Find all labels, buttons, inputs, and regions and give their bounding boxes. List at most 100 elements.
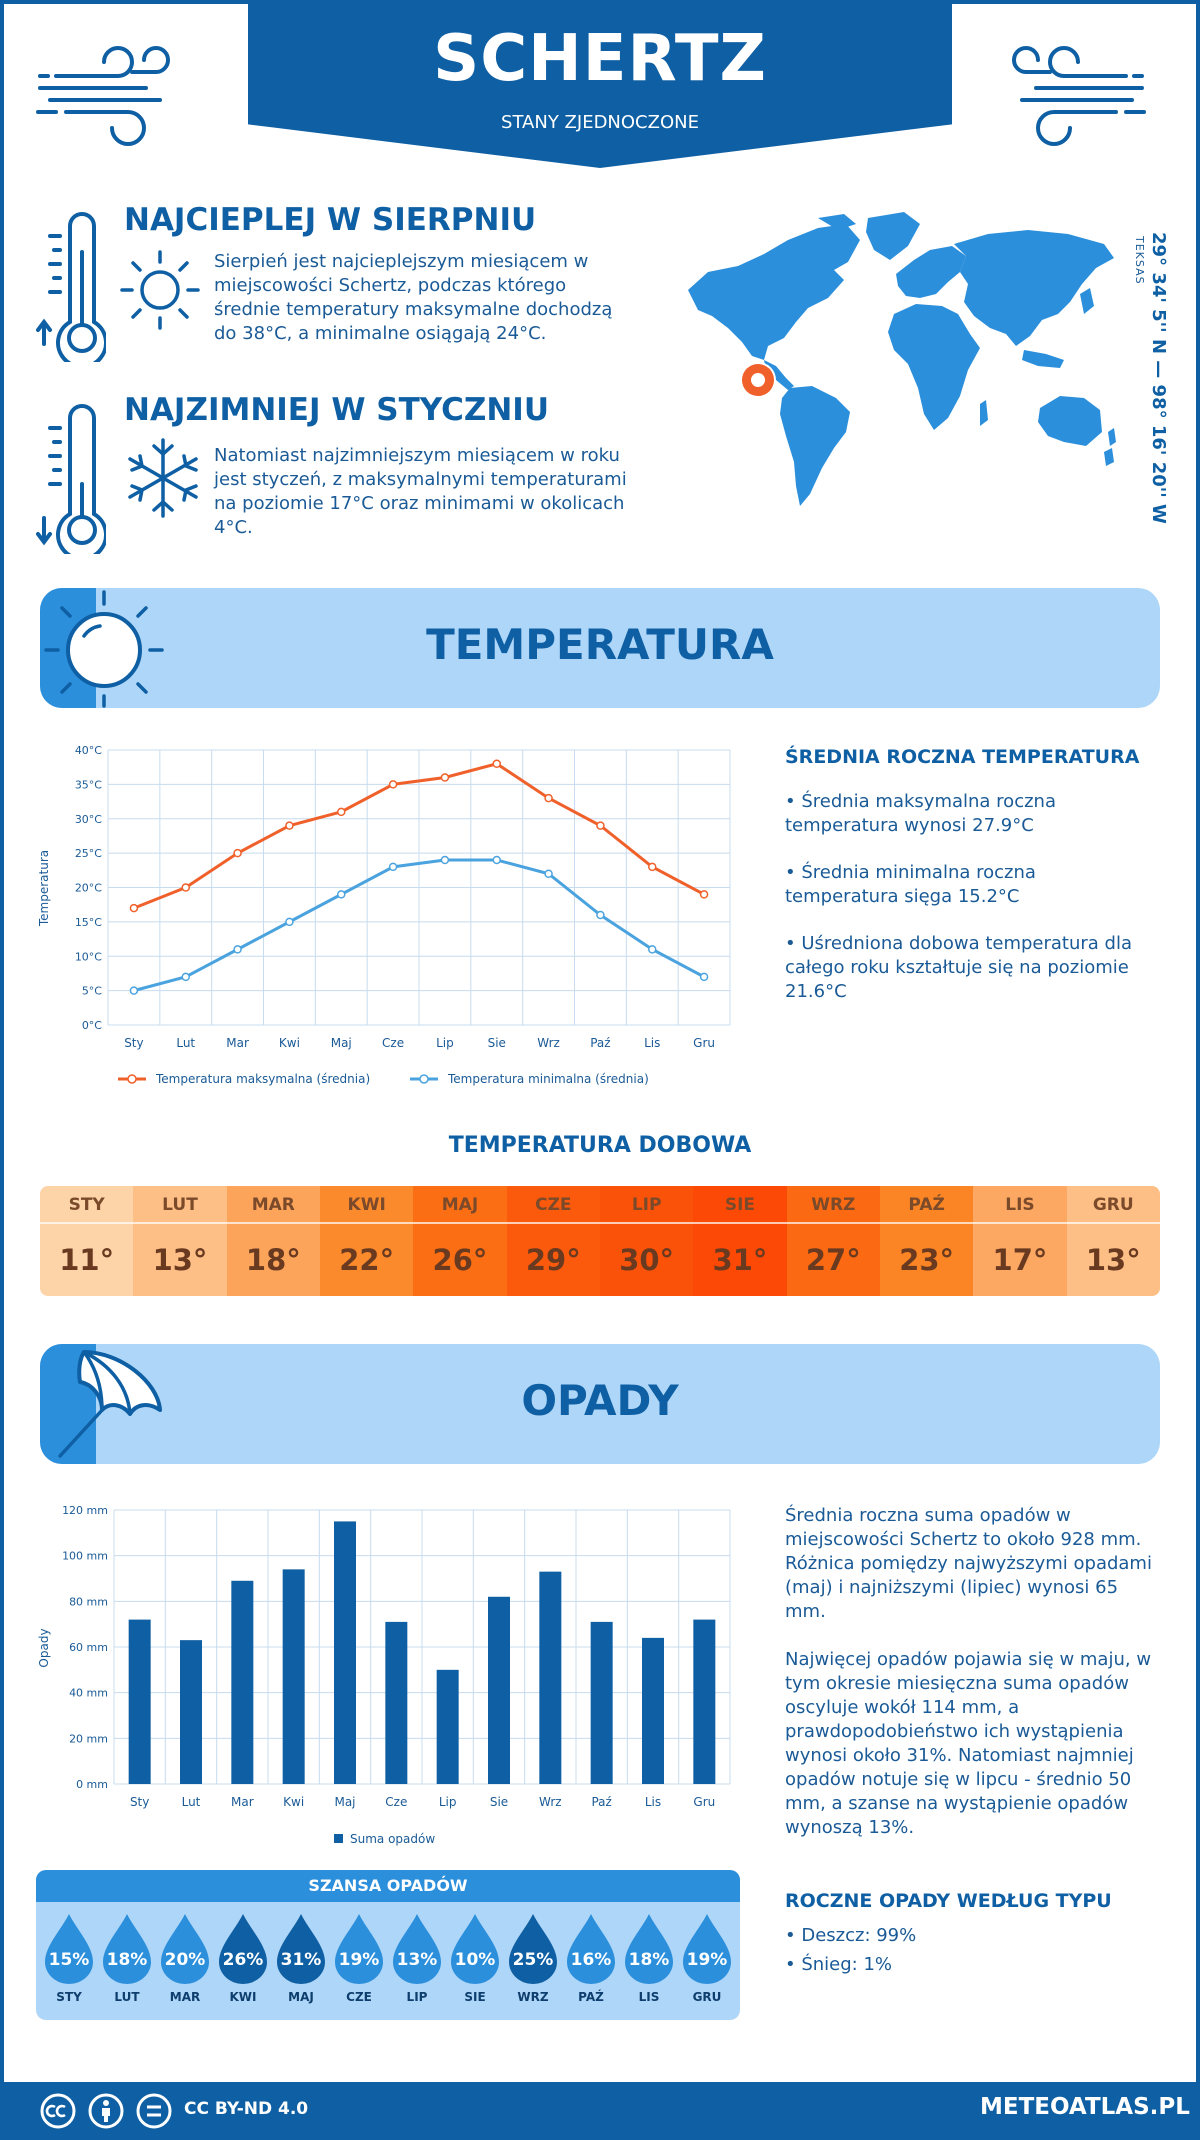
chance-value: 20% bbox=[164, 1950, 206, 1970]
daily-temperature-cell: STY 11° bbox=[40, 1186, 134, 1296]
precipitation-x-tick: Cze bbox=[385, 1795, 407, 1809]
precipitation-y-tick: 60 mm bbox=[69, 1641, 108, 1654]
temperature-x-tick: Sie bbox=[488, 1036, 506, 1050]
temperature-y-tick: 35°C bbox=[75, 778, 102, 791]
chance-month: MAJ bbox=[288, 1990, 314, 2004]
precipitation-x-tick: Maj bbox=[334, 1795, 355, 1809]
precipitation-sidebar-text: Najwięcej opadów pojawia się w maju, w t… bbox=[785, 1649, 1152, 1838]
precipitation-sidebar-text: Średnia roczna suma opadów w miejscowośc… bbox=[785, 1505, 1152, 1622]
daily-temperature-value: 18° bbox=[245, 1243, 301, 1277]
temperature-point bbox=[285, 917, 294, 927]
temperature-y-tick: 0°C bbox=[82, 1019, 102, 1032]
wind-icon-left bbox=[36, 46, 170, 146]
precipitation-y-tick: 100 mm bbox=[62, 1550, 108, 1563]
chance-value: 15% bbox=[48, 1950, 90, 1970]
precipitation-x-tick: Lut bbox=[182, 1795, 201, 1809]
precipitation-chart: 0 mm 20 mm 40 mm 60 mm 80 mm 100 mm 120 mm Sty… bbox=[37, 1504, 731, 1846]
precipitation-title: OPADY bbox=[521, 1376, 679, 1425]
precipitation-type-snow: • Śnieg: 1% bbox=[785, 1954, 893, 1975]
daily-temperature-cell: LIS 17° bbox=[973, 1186, 1067, 1296]
precipitation-banner bbox=[40, 1344, 1160, 1464]
daily-temperature-cell: LIP 30° bbox=[599, 1186, 694, 1296]
precipitation-y-tick: 80 mm bbox=[69, 1595, 108, 1608]
daily-month-label: KWI bbox=[319, 1186, 414, 1224]
legend-min: Temperatura minimalna (średnia) bbox=[447, 1072, 649, 1086]
precipitation-x-tick: Gru bbox=[693, 1795, 715, 1809]
temperature-title: TEMPERATURA bbox=[426, 620, 774, 669]
temperature-x-tick: Lip bbox=[436, 1036, 454, 1050]
daily-temperature-cell: KWI 22° bbox=[319, 1186, 414, 1296]
chance-value: 16% bbox=[570, 1950, 612, 1970]
license-label: CC BY-ND 4.0 bbox=[184, 2099, 309, 2119]
chance-drop: 19% CZE bbox=[330, 1912, 388, 2012]
umbrella-icon bbox=[58, 1350, 162, 1458]
temperature-x-tick: Sty bbox=[124, 1036, 143, 1050]
precipitation-bar bbox=[231, 1580, 254, 1784]
temperature-point bbox=[596, 821, 605, 830]
chance-value: 18% bbox=[106, 1950, 148, 1970]
temperature-point bbox=[129, 986, 139, 995]
temperature-y-tick: 40°C bbox=[75, 744, 102, 757]
temperature-point bbox=[129, 903, 139, 913]
chance-drop: 26% KWI bbox=[214, 1912, 272, 2012]
chance-month: MAR bbox=[169, 1990, 201, 2004]
precipitation-x-tick: Paź bbox=[591, 1795, 611, 1809]
temperature-point bbox=[233, 945, 242, 954]
daily-temperature-value: 13° bbox=[1085, 1243, 1141, 1277]
thermometer-hot-icon bbox=[36, 212, 106, 362]
precipitation-type-rain: • Deszcz: 99% bbox=[785, 1925, 917, 1946]
temperature-sidebar-item: • Uśredniona dobowa temperatura dla całe… bbox=[785, 933, 1133, 1002]
chance-value: 19% bbox=[338, 1950, 380, 1970]
daily-month-label: WRZ bbox=[786, 1186, 880, 1224]
temperature-x-tick: Maj bbox=[331, 1036, 352, 1050]
temperature-sidebar-item: • Średnia maksymalna roczna temperatura … bbox=[785, 791, 1056, 836]
precipitation-bar bbox=[590, 1621, 613, 1784]
chance-value: 10% bbox=[454, 1950, 496, 1970]
coordinates: 29° 34' 5'' N — 98° 16' 20'' W bbox=[1148, 232, 1169, 524]
daily-temperature-cell: GRU 13° bbox=[1066, 1186, 1160, 1296]
temperature-legend: Temperatura maksymalna (średnia) Tempera… bbox=[118, 1072, 649, 1086]
precipitation-legend: Suma opadów bbox=[334, 1832, 435, 1846]
snowflake-icon bbox=[128, 438, 198, 518]
city-title: SCHERTZ bbox=[433, 22, 767, 96]
daily-month-label: MAJ bbox=[413, 1186, 507, 1224]
chance-month: LUT bbox=[114, 1990, 140, 2004]
min-temperature-line bbox=[133, 858, 705, 993]
precipitation-x-tick: Lis bbox=[645, 1795, 661, 1809]
raindrop-icon bbox=[451, 1914, 499, 1984]
temperature-y-tick: 15°C bbox=[75, 916, 102, 929]
temperature-y-tick: 30°C bbox=[75, 813, 102, 826]
chance-value: 13% bbox=[396, 1950, 438, 1970]
temperature-point bbox=[544, 793, 553, 803]
temperature-x-tick: Gru bbox=[693, 1036, 715, 1050]
chance-value: 31% bbox=[280, 1950, 322, 1970]
chance-value: 19% bbox=[686, 1950, 728, 1970]
raindrop-icon bbox=[277, 1914, 325, 1984]
daily-temperature-cell: CZE 29° bbox=[506, 1186, 600, 1296]
precipitation-y-tick: 20 mm bbox=[69, 1732, 108, 1745]
precipitation-y-label: Opady bbox=[37, 1628, 51, 1667]
raindrop-icon bbox=[683, 1914, 731, 1984]
chance-drop: 15% STY bbox=[40, 1912, 98, 2012]
precipitation-x-tick: Lip bbox=[439, 1795, 457, 1809]
temperature-y-label: Temperatura bbox=[37, 850, 51, 927]
country-name: STANY ZJEDNOCZONE bbox=[501, 112, 699, 133]
chance-month: PAŹ bbox=[578, 1990, 604, 2004]
chance-month: KWI bbox=[229, 1990, 257, 2004]
daily-temperature-value: 22° bbox=[339, 1243, 395, 1277]
chance-title: SZANSA OPADÓW bbox=[36, 1870, 740, 1902]
precipitation-bar bbox=[334, 1521, 356, 1784]
temperature-chart: 0°C 5°C 10°C 15°C 20°C 25°C 30°C 35°C 40°C Sty Lu… bbox=[37, 744, 731, 1086]
chance-of-precipitation-box: SZANSA OPADÓW 15% STY 18% LUT 20% MAR 26% KWI 31… bbox=[36, 1870, 740, 2020]
precipitation-y-tick: 120 mm bbox=[62, 1504, 108, 1517]
daily-temperature-value: 31° bbox=[712, 1243, 768, 1277]
daily-month-label: LIS bbox=[973, 1186, 1067, 1224]
daily-temperature-value: 17° bbox=[992, 1243, 1048, 1277]
raindrop-icon bbox=[567, 1914, 615, 1984]
coldest-text: Natomiast najzimniejszym miesiącem w rok… bbox=[214, 445, 627, 538]
region-name: TEKSAS bbox=[1133, 236, 1146, 285]
raindrop-icon bbox=[219, 1914, 267, 1984]
chance-month: CZE bbox=[346, 1990, 372, 2004]
location-marker-icon bbox=[740, 362, 776, 398]
site-link[interactable]: METEOATLAS.PL bbox=[980, 2094, 1190, 2120]
